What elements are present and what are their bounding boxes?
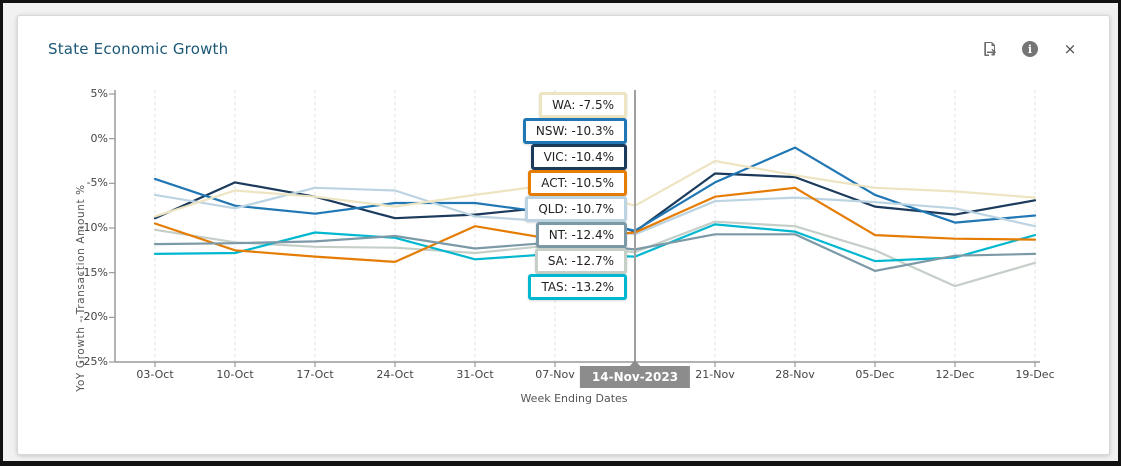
state-economic-growth-card: State Economic Growth i × 5% 0% -5% -10% -15… xyxy=(17,15,1110,455)
x-tick-label: 05-Dec xyxy=(855,368,895,381)
tooltip-ACT: ACT: -10.5% xyxy=(528,170,627,196)
y-tick-label: -25% xyxy=(79,355,108,368)
x-tick-label: 24-Oct xyxy=(376,368,414,381)
tooltip-QLD: QLD: -10.7% xyxy=(525,196,627,222)
chart-area: 5% 0% -5% -10% -15% -20% -25% 03-Oct 10-Oct 17-O… xyxy=(34,76,1114,426)
export-icon[interactable] xyxy=(981,40,999,58)
tooltip-WA: WA: -7.5% xyxy=(539,92,627,118)
tooltip-NSW: NSW: -10.3% xyxy=(522,118,627,144)
x-tick-label: 17-Oct xyxy=(296,368,334,381)
info-icon[interactable]: i xyxy=(1021,40,1039,58)
y-tick-label: -20% xyxy=(79,310,108,324)
x-tick-label: 10-Oct xyxy=(216,368,254,381)
x-tick-label: 28-Nov xyxy=(775,368,815,381)
y-tick-label: -5% xyxy=(86,176,108,190)
selected-date-pointer xyxy=(629,360,641,367)
x-tick-label: 12-Dec xyxy=(935,368,975,381)
card-toolbar: i × xyxy=(981,40,1079,58)
y-tick-label: -10% xyxy=(79,221,108,234)
x-tick-label: 07-Nov xyxy=(535,368,575,381)
tooltip-VIC: VIC: -10.4% xyxy=(530,144,627,170)
y-tick-label: -15% xyxy=(79,265,108,279)
x-tick-label: 31-Oct xyxy=(456,368,494,381)
close-icon[interactable]: × xyxy=(1061,40,1079,58)
x-tick-label: 03-Oct xyxy=(136,368,174,381)
x-tick-label: 19-Dec xyxy=(1015,368,1055,381)
tooltip-NT: NT: -12.4% xyxy=(535,222,627,248)
info-icon-glyph: i xyxy=(1022,41,1038,57)
y-tick-label: 5% xyxy=(90,87,108,100)
y-axis-title: YoY Growth - Transaction Amount % xyxy=(75,184,87,392)
x-tick-label: 21-Nov xyxy=(695,368,735,381)
x-axis-title: Week Ending Dates xyxy=(520,392,628,405)
selected-date-badge: 14-Nov-2023 xyxy=(579,366,691,388)
close-icon-glyph: × xyxy=(1063,40,1077,58)
page-title: State Economic Growth xyxy=(48,40,229,58)
y-tick-label: 0% xyxy=(90,131,108,145)
tooltip-SA: SA: -12.7% xyxy=(534,248,627,274)
tooltip-TAS: TAS: -13.2% xyxy=(528,274,627,300)
